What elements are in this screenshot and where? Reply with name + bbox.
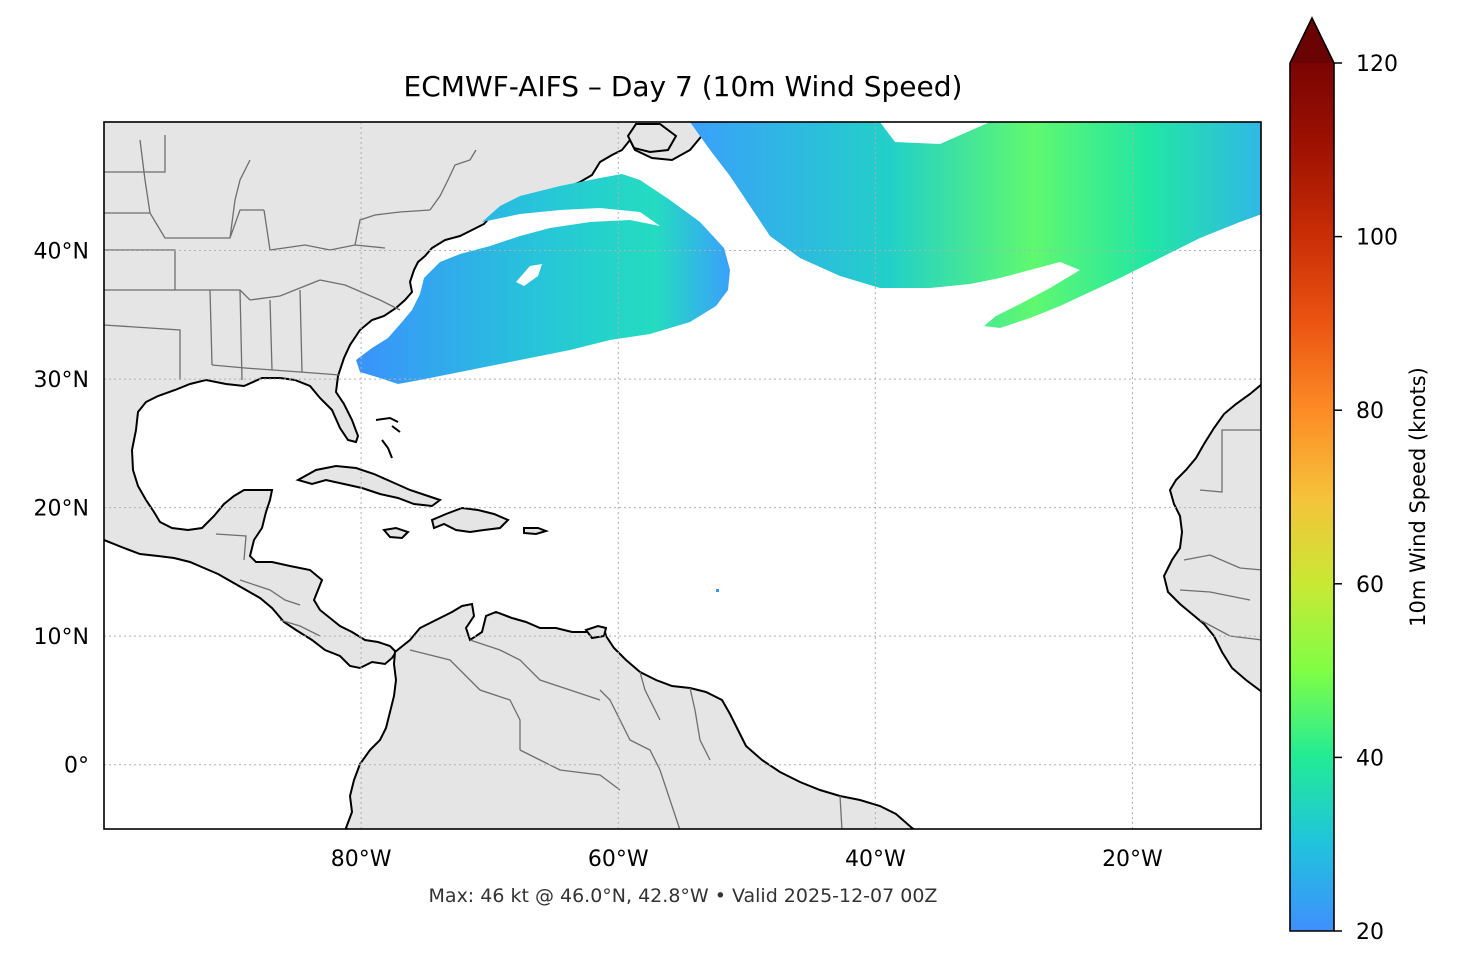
colorbar: 20 40 60 80 100 120 xyxy=(1289,16,1398,945)
colorbar-tick-label: 100 xyxy=(1356,226,1398,251)
latitude-labels: 40°N 30°N 20°N 10°N 0° xyxy=(34,240,89,779)
wind-field xyxy=(356,122,1261,592)
land-south-america xyxy=(344,602,916,829)
lat-tick-label: 0° xyxy=(64,754,89,779)
land-puerto-rico xyxy=(523,527,550,536)
land-cuba xyxy=(295,464,443,508)
colorbar-tick-label: 20 xyxy=(1356,920,1384,945)
map-title: ECMWF-AIFS – Day 7 (10m Wind Speed) xyxy=(403,70,963,103)
lat-tick-label: 30°N xyxy=(34,368,89,393)
colorbar-ticks: 20 40 60 80 100 120 xyxy=(1334,52,1398,945)
lat-tick-label: 10°N xyxy=(34,625,89,650)
land-newfoundland xyxy=(626,123,678,154)
colorbar-tick-label: 40 xyxy=(1356,746,1384,771)
map-frame xyxy=(103,121,1262,830)
lon-tick-label: 40°W xyxy=(845,847,906,872)
land-africa xyxy=(1162,383,1261,693)
map-footer: Max: 46 kt @ 46.0°N, 42.8°W • Valid 2025… xyxy=(428,885,938,907)
colorbar-fill xyxy=(1290,63,1334,931)
colorbar-tick-label: 60 xyxy=(1356,573,1384,598)
lon-tick-label: 20°W xyxy=(1102,847,1163,872)
lat-tick-label: 40°N xyxy=(34,240,89,265)
wind-jet-northeast xyxy=(690,122,1261,328)
colorbar-tick-label: 120 xyxy=(1356,52,1398,77)
colorbar-label: 10m Wind Speed (knots) xyxy=(1406,367,1430,627)
colorbar-outline xyxy=(1289,16,1335,932)
wind-gap xyxy=(516,264,542,286)
political-borders xyxy=(104,135,1261,829)
lon-tick-label: 60°W xyxy=(588,847,649,872)
wind-speck xyxy=(716,589,719,592)
longitude-labels: 80°W 60°W 40°W 20°W xyxy=(331,847,1163,872)
lat-tick-label: 20°N xyxy=(34,497,89,522)
land-hispaniola xyxy=(430,506,510,534)
wind-jet-west xyxy=(356,174,730,384)
lon-tick-label: 80°W xyxy=(331,847,392,872)
map-content xyxy=(104,122,1261,829)
colorbar-tick-label: 80 xyxy=(1356,399,1384,424)
land-jamaica xyxy=(382,526,410,540)
land-bahamas xyxy=(375,416,401,459)
colorbar-extend-arrow xyxy=(1290,18,1334,63)
